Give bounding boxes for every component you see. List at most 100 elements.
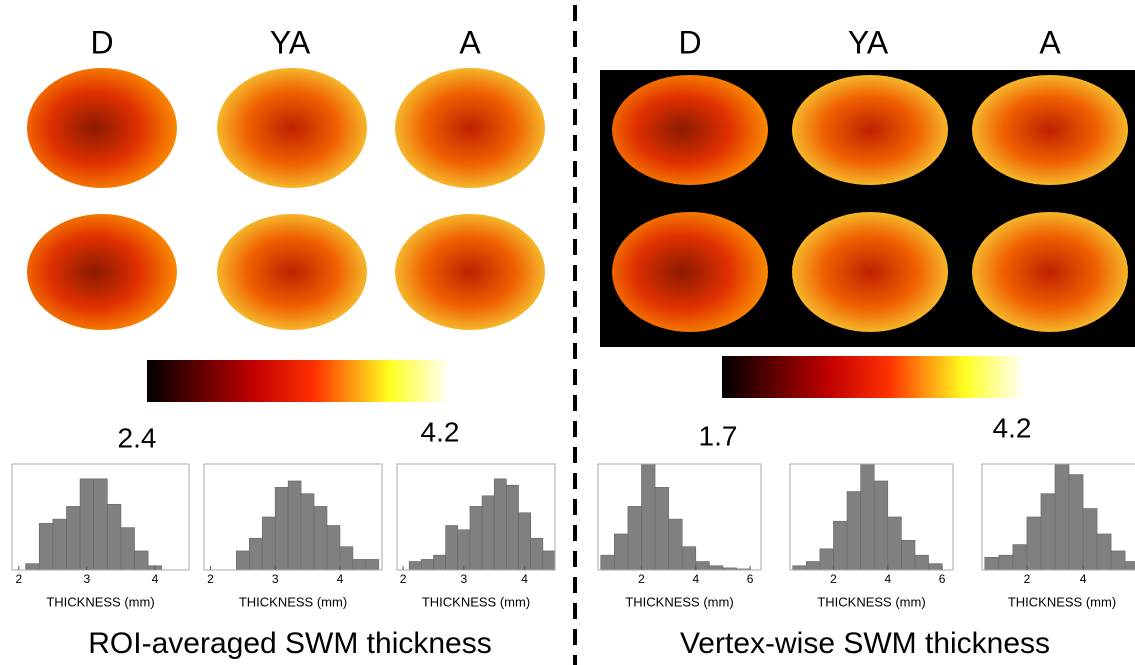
x-tick-label: 4: [521, 572, 528, 586]
x-tick-label: 2: [638, 572, 645, 586]
bar: [80, 479, 94, 570]
bar: [847, 492, 861, 570]
bar: [53, 519, 67, 570]
column-label: YA: [848, 24, 889, 60]
bar: [1069, 475, 1083, 570]
bar: [682, 547, 696, 570]
brain: [217, 68, 367, 188]
x-tick-label: 3: [461, 572, 468, 586]
bar: [709, 566, 723, 570]
x-axis-label: THICKNESS (mm): [1008, 594, 1116, 609]
column-label: A: [459, 24, 481, 60]
bar: [366, 559, 379, 570]
bar: [107, 504, 121, 570]
x-tick-label: 2: [830, 572, 837, 586]
brain: [27, 214, 177, 330]
brain-images: [27, 5, 1135, 665]
x-tick-label: 6: [939, 572, 946, 586]
bar: [888, 517, 902, 570]
x-tick-label: 4: [1080, 572, 1087, 586]
bar: [1083, 509, 1097, 570]
bar: [446, 525, 458, 570]
bar: [641, 464, 655, 570]
x-tick-label: 4: [884, 572, 891, 586]
brain: [27, 68, 177, 188]
x-tick-label: 2: [15, 572, 22, 586]
bar: [1027, 517, 1041, 570]
x-axis-label: THICKNESS (mm): [625, 594, 733, 609]
bar: [1097, 534, 1111, 570]
x-tick-label: 3: [272, 572, 279, 586]
bar: [66, 506, 80, 570]
bar: [249, 538, 262, 570]
bar: [458, 530, 470, 570]
brain: [792, 212, 948, 332]
bar: [929, 564, 943, 570]
bar: [506, 485, 518, 570]
colorbar-min: 2.4: [118, 422, 157, 453]
bar: [421, 559, 433, 570]
x-axis-label: THICKNESS (mm): [46, 594, 154, 609]
bar: [543, 551, 555, 570]
column-label: YA: [270, 24, 311, 60]
bar: [820, 549, 834, 570]
bar: [275, 487, 288, 570]
x-tick-label: 2: [400, 572, 407, 586]
x-tick-label: 2: [1024, 572, 1031, 586]
bar: [94, 479, 108, 570]
bar: [236, 551, 249, 570]
brain: [612, 75, 768, 185]
bar: [793, 566, 807, 570]
bar: [1125, 562, 1135, 570]
x-tick-label: 4: [337, 572, 344, 586]
bar: [1055, 464, 1069, 570]
colorbar-max: 4.2: [421, 416, 460, 447]
bar: [655, 487, 669, 570]
bar: [135, 551, 149, 570]
bar: [915, 555, 929, 570]
bar: [433, 555, 445, 570]
bar: [519, 513, 531, 570]
bar: [327, 525, 340, 570]
colorbar: [722, 356, 1025, 398]
bar: [340, 547, 353, 570]
bar: [494, 479, 506, 570]
bar: [901, 540, 915, 570]
bar: [614, 534, 628, 570]
bar: [833, 521, 847, 570]
bar: [409, 562, 421, 570]
x-axis-label: THICKNESS (mm): [239, 594, 347, 609]
bar: [696, 562, 710, 570]
brain: [792, 75, 948, 185]
colorbar: [147, 360, 450, 402]
bar: [262, 517, 275, 570]
brain: [395, 214, 545, 330]
x-tick-label: 3: [84, 572, 91, 586]
bar: [669, 519, 683, 570]
bar: [121, 528, 135, 570]
brain: [972, 75, 1128, 185]
bar: [1013, 545, 1027, 570]
brain: [972, 212, 1128, 332]
brain: [612, 212, 768, 332]
caption: Vertex-wise SWM thickness: [680, 627, 1050, 660]
colorbar-max: 4.2: [993, 412, 1032, 443]
bar: [531, 538, 543, 570]
bar: [985, 557, 999, 570]
colorbar-min: 1.7: [699, 420, 738, 451]
bar: [301, 494, 314, 570]
x-axis-label: THICKNESS (mm): [422, 594, 530, 609]
bar: [353, 559, 366, 570]
bar: [999, 555, 1013, 570]
x-tick-label: 6: [747, 572, 754, 586]
bar: [288, 481, 301, 570]
bar: [470, 506, 482, 570]
bar: [861, 464, 875, 570]
x-tick-label: 4: [152, 572, 159, 586]
brain: [395, 68, 545, 188]
bar: [628, 506, 642, 570]
x-tick-label: 2: [207, 572, 214, 586]
brain: [217, 214, 367, 330]
bar: [1111, 551, 1125, 570]
column-label: A: [1039, 24, 1061, 60]
